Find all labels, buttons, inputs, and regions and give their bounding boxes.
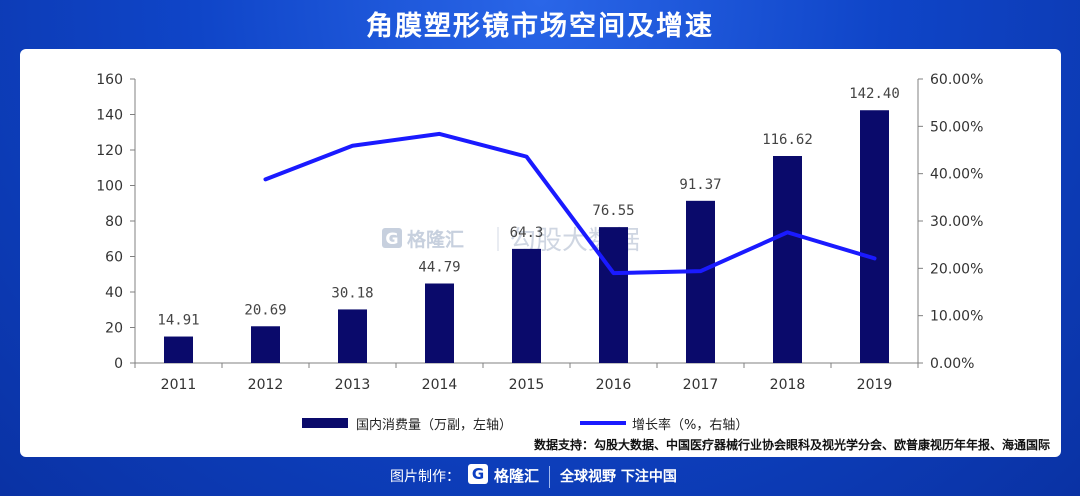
growth-rate-point	[264, 177, 267, 181]
y-left-tick-label: 100	[96, 179, 123, 195]
bar	[251, 326, 280, 363]
x-tick-label: 2019	[857, 377, 893, 393]
watermark-logo-letter: G	[385, 229, 398, 248]
x-tick-label: 2014	[422, 377, 458, 393]
footer-logo-icon: G	[468, 464, 488, 484]
footer-brand: 格隆汇	[494, 467, 540, 485]
bar	[686, 200, 715, 363]
x-tick-label: 2015	[509, 377, 545, 393]
y-left-tick-label: 0	[114, 356, 123, 372]
bar	[773, 155, 802, 363]
legend-bar-swatch	[302, 418, 348, 428]
x-tick-label: 2011	[161, 377, 197, 393]
bar-data-label: 64.3	[510, 225, 544, 241]
bar	[338, 309, 367, 363]
y-right-tick-label: 60.00%	[930, 72, 983, 88]
growth-rate-point	[525, 155, 528, 159]
growth-rate-point	[786, 230, 789, 234]
x-tick-label: 2013	[335, 377, 371, 393]
y-right-tick-label: 30.00%	[930, 214, 983, 230]
bar-data-label: 91.37	[679, 177, 721, 193]
bar-data-label: 116.62	[762, 132, 813, 148]
bar-data-label: 142.40	[849, 86, 900, 102]
legend-line-label: 增长率（%，右轴）	[632, 417, 748, 433]
y-right-tick-label: 10.00%	[930, 309, 983, 325]
growth-rate-point	[351, 144, 354, 148]
y-left-tick-label: 140	[96, 108, 123, 124]
x-tick-label: 2017	[683, 377, 719, 393]
source-note: 数据支持：勾股大数据、中国医疗器械行业协会眼科及视光学分会、欧普康视历年年报、海…	[534, 437, 1050, 452]
bar-data-label: 76.55	[592, 203, 634, 219]
y-left-tick-label: 40	[105, 285, 123, 301]
bar	[512, 248, 541, 363]
footer-label: 图片制作：	[390, 469, 460, 485]
bar	[425, 283, 454, 363]
y-right-tick-label: 50.00%	[930, 119, 983, 135]
x-tick-label: 2018	[770, 377, 806, 393]
bar-data-label: 44.79	[418, 259, 460, 275]
growth-rate-line	[263, 131, 877, 276]
chart: G 格隆汇 勾股大数据0204060801001201401600.00%10.00…	[96, 72, 1050, 452]
x-tick-label: 2016	[596, 377, 632, 393]
x-tick-label: 2012	[248, 377, 284, 393]
y-right-tick-label: 40.00%	[930, 167, 983, 183]
watermark-brand: 格隆汇	[407, 228, 464, 251]
y-left-tick-label: 160	[96, 72, 123, 88]
y-left-tick-label: 60	[105, 250, 123, 266]
y-right-tick-label: 20.00%	[930, 261, 983, 277]
y-left-tick-label: 120	[96, 143, 123, 159]
bar-data-label: 20.69	[244, 302, 286, 318]
y-right-tick-label: 0.00%	[930, 356, 974, 372]
growth-rate-point	[873, 256, 876, 260]
bar-data-label: 14.91	[157, 313, 199, 329]
bar	[860, 110, 889, 363]
bar	[599, 227, 628, 363]
y-left-tick-label: 80	[105, 214, 123, 230]
footer: 图片制作： G 格隆汇 全球视野 下注中国	[0, 460, 1080, 496]
watermark-logo-icon	[382, 228, 402, 248]
bar-data-label: 30.18	[331, 285, 373, 301]
footer-slogan: 全球视野 下注中国	[560, 469, 677, 485]
bar	[164, 336, 193, 363]
growth-rate-point	[612, 271, 615, 275]
footer-divider	[549, 466, 550, 488]
growth-rate-point	[438, 132, 441, 136]
growth-rate-point	[699, 269, 702, 273]
legend-bar-label: 国内消费量（万副，左轴）	[356, 417, 512, 433]
page-title: 角膜塑形镜市场空间及增速	[366, 11, 714, 42]
chart-panel: G 格隆汇 勾股大数据 0 20 40 60 80 100 120 140 160 0.00% 10.00…	[20, 49, 1061, 457]
y-left-tick-label: 20	[105, 321, 123, 337]
